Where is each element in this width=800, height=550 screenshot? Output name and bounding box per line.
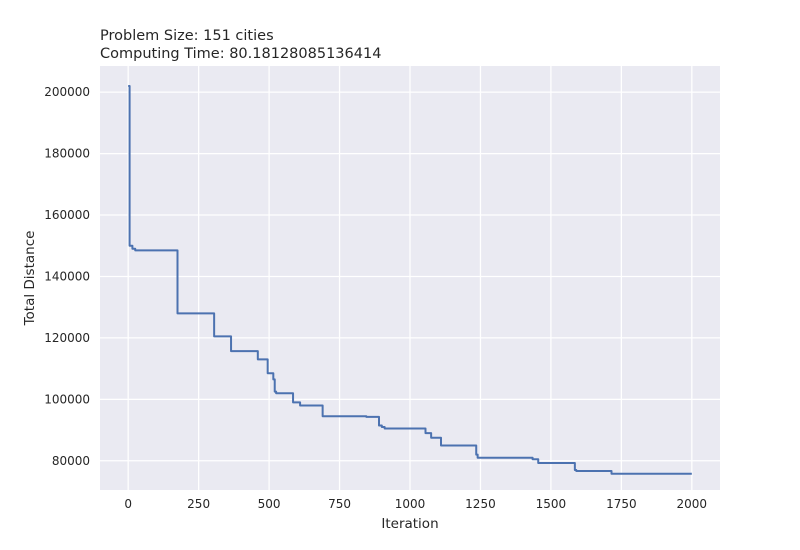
y-axis-label: Total Distance — [22, 231, 38, 327]
series-layer — [128, 84, 692, 475]
x-tick-label: 500 — [258, 497, 281, 511]
chart-title: Problem Size: 151 cities Computing Time:… — [100, 28, 381, 62]
title-computing-time: Computing Time: 80.18128085136414 — [100, 46, 381, 62]
y-tick-label: 160000 — [44, 208, 90, 222]
x-axis-label: Iteration — [381, 516, 438, 532]
tick-labels: 0 250 500 750 1000 1250 1500 1750 2000 80000 10000… — [44, 85, 707, 511]
x-tick-label: 1000 — [395, 497, 426, 511]
y-tick-label: 120000 — [44, 331, 90, 345]
x-tick-label: 1250 — [465, 497, 496, 511]
y-tick-label: 100000 — [44, 392, 90, 406]
x-tick-label: 1500 — [536, 497, 567, 511]
y-tick-label: 180000 — [44, 147, 90, 161]
x-tick-label: 2000 — [677, 497, 708, 511]
y-tick-label: 80000 — [52, 454, 90, 468]
series-line — [128, 84, 692, 475]
y-tick-label: 140000 — [44, 269, 90, 283]
title-problem-size: Problem Size: 151 cities — [100, 28, 274, 44]
x-tick-label: 0 — [124, 497, 132, 511]
x-tick-label: 750 — [328, 497, 351, 511]
x-tick-label: 1750 — [606, 497, 637, 511]
grid-lines — [100, 66, 720, 490]
y-tick-label: 200000 — [44, 85, 90, 99]
x-tick-label: 250 — [187, 497, 210, 511]
